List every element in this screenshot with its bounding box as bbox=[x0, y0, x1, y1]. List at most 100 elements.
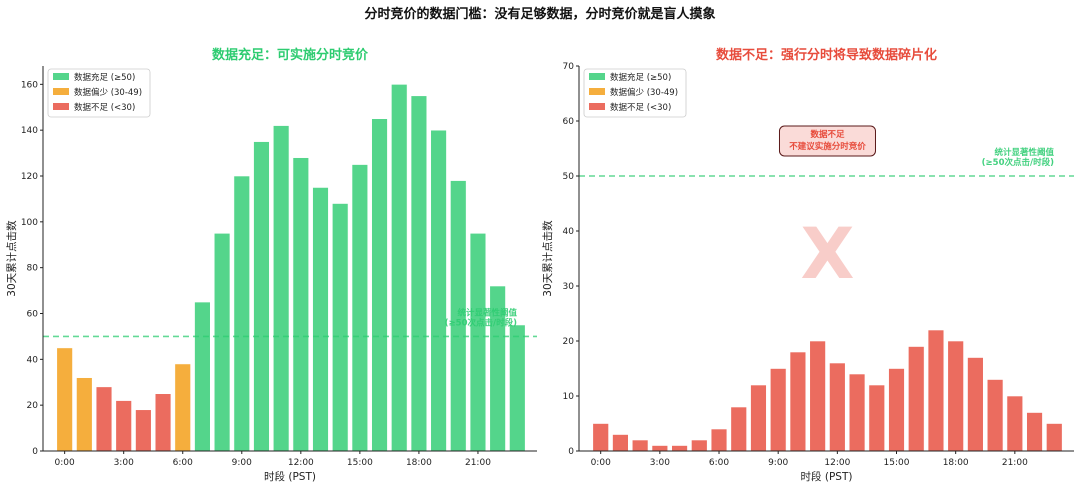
panel1-bar bbox=[174, 363, 191, 452]
panel2-legend: 数据充足 (≥50) 数据偏少 (30-49) 数据不足 (<30) bbox=[583, 68, 687, 118]
panel2-x-tick-label: 18:00 bbox=[943, 458, 969, 468]
panel2-y-tick-label: 50 bbox=[563, 172, 575, 182]
panel2-warning-text: 数据不足不建议实施分时竞价 bbox=[789, 129, 866, 152]
panel1-y-tick-label: 100 bbox=[21, 218, 38, 228]
panel1-x-tick-label: 3:00 bbox=[114, 458, 134, 468]
panel2-bar bbox=[947, 340, 964, 452]
panel2-bar bbox=[1006, 395, 1024, 452]
panel1-bar bbox=[292, 157, 309, 452]
panel1-bar bbox=[272, 125, 290, 452]
panel1-bar bbox=[430, 129, 447, 452]
panel2-bar bbox=[809, 340, 826, 452]
panel1-y-tick-label: 80 bbox=[27, 264, 39, 274]
panel2-bar bbox=[769, 368, 787, 452]
panel2-x-tick-label: 6:00 bbox=[709, 458, 729, 468]
panel1-x-tick-label: 15:00 bbox=[347, 458, 373, 468]
panel1-legend-label: 数据不足 (<30) bbox=[74, 102, 135, 113]
panel2-legend-frame bbox=[583, 68, 687, 118]
figure-title: 分时竞价的数据门槛：没有足够数据，分时竞价就是盲人摸象 bbox=[364, 6, 715, 22]
panel1-bar bbox=[233, 175, 250, 452]
panel1-bar bbox=[410, 95, 428, 452]
panel2-bar bbox=[651, 445, 669, 452]
panel2-y-tick-label: 30 bbox=[563, 282, 575, 292]
panel2-y-tick-label: 20 bbox=[563, 337, 575, 347]
panel1-bar bbox=[213, 232, 231, 452]
panel2-bar bbox=[908, 346, 925, 452]
panel1-legend-label: 数据偏少 (30-49) bbox=[74, 87, 142, 98]
panel2-y-axis-label: 30天累计点击数 bbox=[541, 220, 554, 297]
panel1-threshold-label: 统计显著性阈值(≥50次点击/时段) bbox=[445, 307, 518, 328]
panel1-x-tick-label: 6:00 bbox=[173, 458, 193, 468]
panel1-x-tick-label: 0:00 bbox=[55, 458, 75, 468]
panel1-legend: 数据充足 (≥50) 数据偏少 (30-49) 数据不足 (<30) bbox=[47, 68, 151, 118]
panel2-x-tick-label: 0:00 bbox=[591, 458, 611, 468]
panel1-y-axis-label: 30天累计点击数 bbox=[5, 220, 18, 297]
panel1-y-tick-label: 160 bbox=[21, 80, 38, 90]
panel2-bar bbox=[691, 439, 708, 452]
panel1-title: 数据充足：可实施分时竞价 bbox=[212, 47, 369, 63]
panel1-bar bbox=[194, 301, 211, 452]
panel2-bar bbox=[671, 445, 688, 452]
panel2-bar bbox=[592, 423, 609, 452]
panel2-y-tick-label: 40 bbox=[563, 227, 575, 237]
panel1-bar bbox=[509, 324, 526, 452]
panel1-y-tick-label: 40 bbox=[27, 355, 39, 365]
panel2-x-tick-label: 12:00 bbox=[824, 458, 850, 468]
panel2-legend-swatch bbox=[589, 88, 605, 95]
panel2-bar bbox=[986, 379, 1004, 452]
panel1-x-tick-label: 21:00 bbox=[465, 458, 491, 468]
panel2-cross-mark: X bbox=[800, 213, 854, 295]
panel2-legend-swatch bbox=[589, 73, 605, 80]
panel2-bar bbox=[730, 406, 747, 452]
panel2-bar bbox=[750, 384, 767, 452]
panel2-bar bbox=[1026, 412, 1043, 452]
panel2-y-tick-label: 0 bbox=[568, 447, 574, 457]
panel2-legend-label: 数据不足 (<30) bbox=[610, 102, 671, 113]
panel1-y-tick-label: 0 bbox=[32, 447, 38, 457]
panel2-bar bbox=[710, 428, 728, 452]
panel2-legend-label: 数据偏少 (30-49) bbox=[610, 87, 678, 98]
panel2-bar bbox=[927, 329, 945, 452]
panel1-x-tick-label: 12:00 bbox=[288, 458, 314, 468]
panel1-x-tick-label: 18:00 bbox=[406, 458, 432, 468]
panel1-legend-swatch bbox=[53, 88, 69, 95]
panel2-y-tick-label: 70 bbox=[563, 62, 575, 72]
panel2-bar bbox=[967, 357, 984, 452]
panel1-y-tick-label: 20 bbox=[27, 401, 39, 411]
panel1-y-tick-label: 60 bbox=[27, 310, 39, 320]
panel1-bar bbox=[135, 409, 152, 452]
panel1-bar bbox=[95, 386, 113, 452]
panel2-y-tick-label: 10 bbox=[563, 392, 575, 402]
panel1-legend-label: 数据充足 (≥50) bbox=[74, 72, 135, 83]
panel2-legend-label: 数据充足 (≥50) bbox=[610, 72, 671, 83]
panel2-x-tick-label: 15:00 bbox=[884, 458, 910, 468]
panel2-threshold-label: 统计显著性阈值(≥50次点击/时段) bbox=[982, 147, 1055, 168]
panel1-bar bbox=[469, 232, 487, 452]
panel2-legend-swatch bbox=[589, 103, 605, 110]
panel2-title: 数据不足：强行分时将导致数据碎片化 bbox=[716, 47, 937, 63]
panel2-bar bbox=[848, 373, 866, 452]
panel2-x-tick-label: 21:00 bbox=[1002, 458, 1028, 468]
panel1-bar bbox=[115, 400, 132, 452]
panel2-bar bbox=[888, 368, 905, 452]
panel1-bar bbox=[312, 187, 329, 452]
panel2-bar bbox=[612, 434, 629, 452]
panel1-bar bbox=[351, 164, 369, 452]
panel1-x-tick-label: 9:00 bbox=[232, 458, 252, 468]
panel1-bar bbox=[391, 84, 408, 452]
panel1-legend-frame bbox=[47, 68, 151, 118]
panel1-bar bbox=[253, 141, 270, 452]
panel1-bar bbox=[154, 393, 172, 452]
panel2-bar bbox=[631, 439, 649, 452]
panel1-y-tick-label: 120 bbox=[21, 172, 38, 182]
panel1-x-axis-label: 时段 (PST) bbox=[264, 470, 316, 483]
panel1-bar bbox=[332, 203, 349, 452]
panel2-bar bbox=[829, 362, 846, 452]
panel2-x-axis-label: 时段 (PST) bbox=[801, 470, 853, 483]
panel2-bar bbox=[868, 384, 885, 452]
panel1-y-tick-label: 140 bbox=[21, 126, 38, 136]
panel2-x-tick-label: 9:00 bbox=[768, 458, 788, 468]
panel1-bar bbox=[371, 118, 388, 452]
